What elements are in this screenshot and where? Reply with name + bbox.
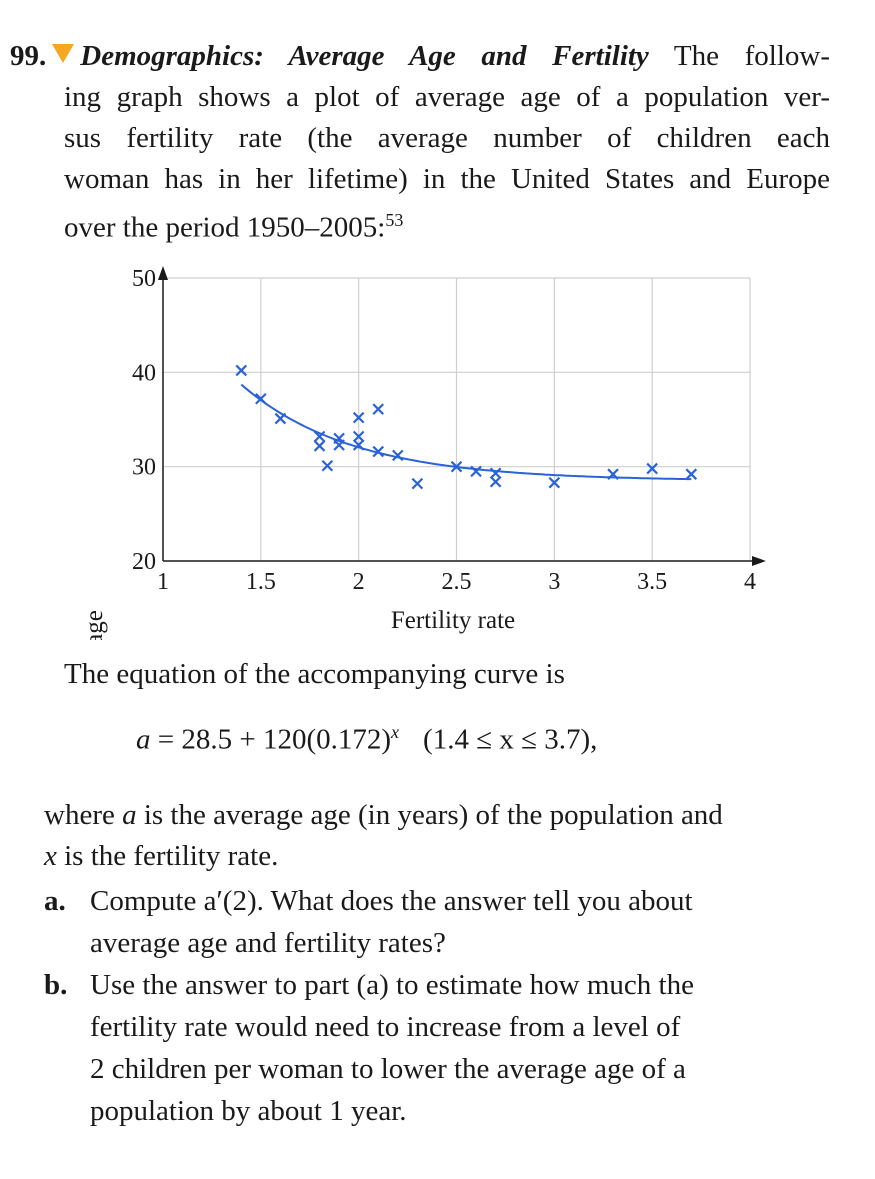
intro-text-5: over the period 1950–2005: bbox=[64, 211, 386, 244]
data-point bbox=[313, 430, 326, 443]
x-tick-label: 1 bbox=[157, 569, 169, 595]
intro-line-2: ing graph shows a plot of average age of… bbox=[64, 81, 830, 113]
part-b-line-4: population by about 1 year. bbox=[90, 1095, 407, 1127]
where-var-x: x bbox=[44, 840, 57, 872]
intro-line-4: woman has in her lifetime) in the United… bbox=[64, 163, 830, 195]
data-point bbox=[372, 403, 385, 415]
chart-grid bbox=[163, 277, 751, 561]
data-point bbox=[685, 468, 698, 480]
x-tick-label: 1.5 bbox=[246, 569, 276, 595]
y-tick-labels: 20 30 40 50 bbox=[132, 266, 156, 575]
x-tick-label: 3.5 bbox=[637, 569, 667, 595]
intro-line-5: over the period 1950–2005:53 bbox=[10, 200, 830, 249]
part-b: b. Use the answer to part (a) to estimat… bbox=[44, 964, 854, 1132]
chart-axes bbox=[158, 266, 766, 566]
intro-line-1: 99. Demographics: Average Age and Fertili… bbox=[10, 36, 830, 77]
fitted-curve bbox=[240, 383, 692, 481]
where-paragraph: where a is the average age (in years) of… bbox=[44, 795, 854, 877]
data-point bbox=[372, 445, 385, 458]
data-point bbox=[255, 392, 267, 405]
data-point bbox=[489, 467, 502, 480]
part-a-label: a. bbox=[44, 885, 66, 917]
data-points bbox=[235, 364, 698, 490]
y-tick-label: 40 bbox=[132, 360, 156, 386]
y-tick-label: 30 bbox=[132, 455, 156, 481]
problem-title: Demographics: Average Age and Fertility bbox=[80, 40, 649, 72]
problem-intro: 99. Demographics: Average Age and Fertili… bbox=[10, 36, 830, 249]
y-axis-arrow-icon bbox=[158, 266, 168, 280]
data-point bbox=[646, 462, 658, 475]
y-tick-label: 50 bbox=[132, 266, 156, 292]
triangle-marker-icon bbox=[52, 44, 75, 63]
part-a-line-2: average age and fertility rates? bbox=[90, 927, 446, 959]
equation-exponent: x bbox=[391, 722, 400, 742]
where-line-2: x is the fertility rate. bbox=[44, 836, 854, 877]
where-text: where bbox=[44, 799, 123, 831]
x-tick-label: 2 bbox=[353, 569, 365, 595]
data-point bbox=[235, 364, 248, 377]
x-tick-label: 3 bbox=[548, 569, 560, 595]
x-tick-label: 2.5 bbox=[442, 569, 472, 595]
question-parts: a. Compute a′(2). What does the answer t… bbox=[44, 880, 854, 1132]
x-tick-label: 4 bbox=[744, 569, 756, 595]
problem-number: 99. bbox=[10, 40, 47, 72]
y-tick-label: 20 bbox=[132, 549, 156, 575]
data-point bbox=[352, 439, 365, 451]
intro-text-1: The follow- bbox=[673, 40, 830, 72]
data-point bbox=[548, 476, 561, 489]
data-point bbox=[607, 468, 619, 480]
data-point bbox=[352, 430, 365, 443]
data-point bbox=[450, 460, 463, 473]
where-text: is the fertility rate. bbox=[56, 840, 279, 872]
data-point bbox=[470, 465, 482, 478]
part-a: a. Compute a′(2). What does the answer t… bbox=[44, 880, 854, 964]
data-point bbox=[392, 449, 404, 462]
part-a-line-1: Compute a′(2). What does the answer tell… bbox=[90, 885, 693, 917]
equation: a = 28.5 + 120(0.172)x (1.4 ≤ x ≤ 3.7), bbox=[136, 722, 597, 757]
equation-rhs: = 28.5 + 120(0.172) bbox=[150, 723, 392, 756]
x-axis-arrow-icon bbox=[752, 556, 766, 566]
equation-lhs: a bbox=[136, 723, 151, 756]
scatter-chart: 1 1.5 2 2.5 3 3.5 4 20 30 40 50 Fertility rate Av… bbox=[81, 266, 766, 640]
x-tick-labels: 1 1.5 2 2.5 3 3.5 4 bbox=[157, 569, 756, 595]
part-b-line-2: fertility rate would need to increase fr… bbox=[90, 1011, 681, 1043]
part-b-line-1: Use the answer to part (a) to estimate h… bbox=[90, 969, 694, 1001]
where-var-a: a bbox=[122, 799, 137, 831]
part-b-label: b. bbox=[44, 969, 68, 1001]
intro-line-3: sus fertility rate (the average number o… bbox=[64, 122, 830, 154]
where-text: is the average age (in years) of the pop… bbox=[136, 799, 723, 831]
part-b-line-3: 2 children per woman to lower the averag… bbox=[90, 1053, 686, 1085]
data-point bbox=[489, 475, 502, 488]
data-point bbox=[313, 440, 326, 452]
data-point bbox=[411, 477, 424, 490]
y-axis-label: Average age bbox=[81, 610, 108, 640]
data-point bbox=[321, 459, 334, 472]
data-point bbox=[274, 412, 287, 425]
curve-intro: The equation of the accompanying curve i… bbox=[64, 658, 565, 690]
where-line-1: where a is the average age (in years) of… bbox=[44, 795, 854, 836]
data-point bbox=[352, 411, 365, 424]
data-point bbox=[333, 439, 345, 451]
equation-domain: (1.4 ≤ x ≤ 3.7), bbox=[423, 723, 598, 756]
x-axis-label: Fertility rate bbox=[391, 607, 515, 634]
footnote-ref: 53 bbox=[385, 210, 404, 230]
